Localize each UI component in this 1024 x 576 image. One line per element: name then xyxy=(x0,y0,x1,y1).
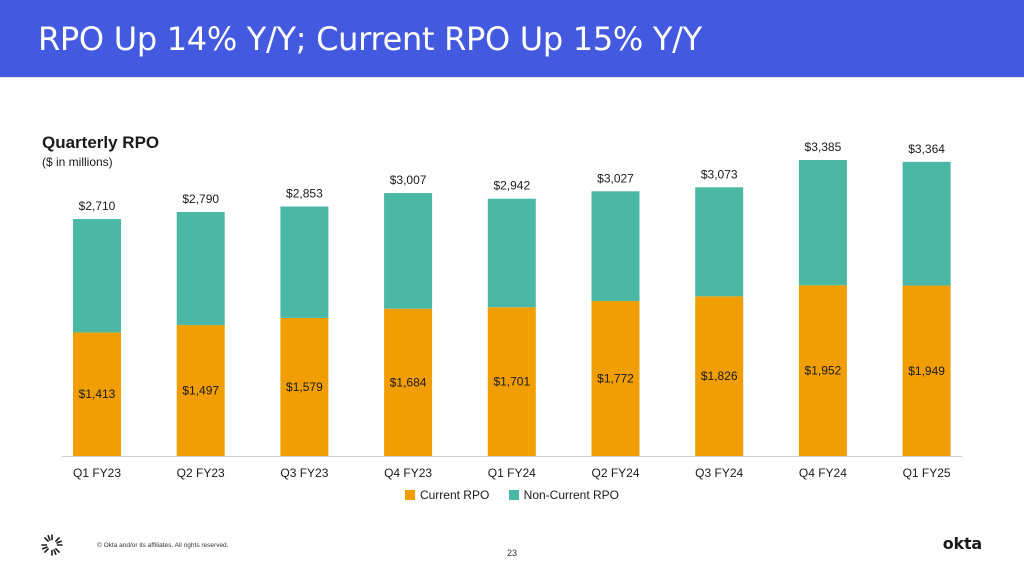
legend-item-non-current: Non-Current RPO xyxy=(508,488,620,502)
data-label-current-7: $1,952 xyxy=(805,364,842,378)
bar-current-5 xyxy=(591,301,640,456)
bar-non-current-1 xyxy=(176,212,225,326)
chart-subtitle: ($ in millions) xyxy=(42,155,113,169)
bar-non-current-4 xyxy=(487,198,536,308)
slide-title: RPO Up 14% Y/Y; Current RPO Up 15% Y/Y xyxy=(38,20,702,58)
data-label-current-6: $1,826 xyxy=(701,369,738,383)
legend-swatch-non-current xyxy=(508,490,519,500)
x-tick-label-8: Q1 FY25 xyxy=(903,466,951,480)
bar-current-2 xyxy=(280,317,329,456)
data-label-current-8: $1,949 xyxy=(908,364,945,378)
bar-current-8 xyxy=(902,285,951,456)
chart-title: Quarterly RPO xyxy=(42,133,160,152)
data-label-current-3: $1,684 xyxy=(390,375,427,389)
data-label-current-0: $1,413 xyxy=(79,387,116,401)
bar-current-1 xyxy=(176,325,225,456)
bar-non-current-8 xyxy=(902,161,951,286)
bar-current-6 xyxy=(695,296,744,456)
x-tick-label-7: Q4 FY24 xyxy=(799,466,847,480)
bar-non-current-5 xyxy=(591,191,640,302)
page-number: 23 xyxy=(506,548,517,558)
bar-non-current-6 xyxy=(695,187,744,297)
data-label-total-2: $2,853 xyxy=(286,187,323,201)
bar-current-0 xyxy=(73,332,121,456)
divider xyxy=(0,77,1024,78)
data-label-total-6: $3,073 xyxy=(701,167,738,181)
x-tick-label-2: Q3 FY23 xyxy=(280,466,328,480)
legend-label-non-current: Non-Current RPO xyxy=(523,488,620,502)
bar-non-current-2 xyxy=(280,206,329,318)
legend-swatch-current xyxy=(404,490,415,500)
title-bar: RPO Up 14% Y/Y; Current RPO Up 15% Y/Y xyxy=(0,0,1024,77)
bar-non-current-7 xyxy=(798,160,847,286)
bar-non-current-0 xyxy=(73,219,121,333)
okta-logo: okta xyxy=(942,534,982,553)
data-label-total-5: $3,027 xyxy=(597,171,634,185)
legend-label-current: Current RPO xyxy=(419,488,490,502)
chart-legend: Current RPO Non-Current RPO xyxy=(0,488,1024,503)
x-tick-label-1: Q2 FY23 xyxy=(177,466,225,480)
okta-sunburst-icon xyxy=(41,534,63,556)
bar-non-current-3 xyxy=(384,193,433,309)
data-label-current-1: $1,497 xyxy=(182,384,219,398)
data-label-total-1: $2,790 xyxy=(182,192,219,206)
data-label-current-4: $1,701 xyxy=(493,375,530,389)
data-label-total-4: $2,942 xyxy=(493,179,530,193)
data-label-total-8: $3,364 xyxy=(908,142,945,156)
bar-current-7 xyxy=(798,285,847,456)
bar-current-4 xyxy=(487,307,536,456)
bar-current-3 xyxy=(384,308,433,456)
x-tick-label-0: Q1 FY23 xyxy=(73,466,121,480)
x-tick-label-6: Q3 FY24 xyxy=(695,466,743,480)
data-label-current-5: $1,772 xyxy=(597,372,634,386)
x-tick-label-4: Q1 FY24 xyxy=(488,466,536,480)
copyright-notice: © Okta and/or its affiliates. All rights… xyxy=(97,542,229,549)
legend-item-current: Current RPO xyxy=(404,488,490,502)
data-label-current-2: $1,579 xyxy=(286,380,323,394)
x-tick-label-3: Q4 FY23 xyxy=(384,466,432,480)
data-label-total-7: $3,385 xyxy=(805,140,842,154)
data-label-total-0: $2,710 xyxy=(79,199,116,213)
x-tick-label-5: Q2 FY24 xyxy=(591,466,639,480)
data-label-total-3: $3,007 xyxy=(390,173,427,187)
